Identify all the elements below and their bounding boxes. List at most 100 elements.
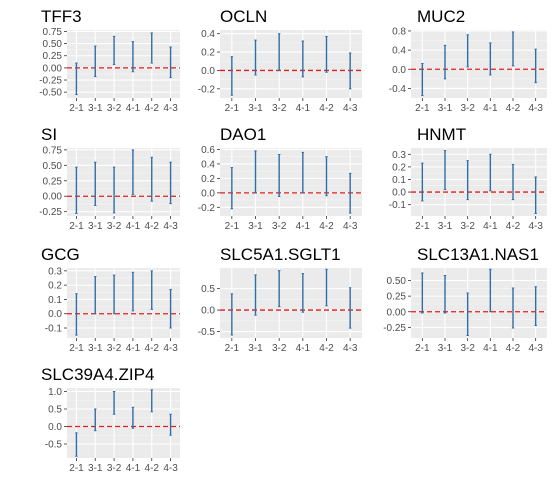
y-tick-label: 0.4 [201, 159, 215, 170]
x-tick-label: 2-1 [415, 103, 430, 114]
y-tick-label: 0.4 [392, 46, 406, 57]
y-tick-label: -0.50 [39, 88, 62, 99]
x-tick-label: 2-1 [225, 343, 240, 354]
panel-background [67, 268, 180, 338]
panel-background [220, 30, 362, 98]
x-tick-label: 3-1 [438, 103, 453, 114]
facet-panel-slc39a4-zip4: SLC39A4.ZIP4 -0.5 0.0 0.5 1.0 2-1 3-1 3-2 4-1 4-2… [41, 365, 180, 474]
x-tick-label: 4-2 [319, 343, 334, 354]
x-tick-label: 4-2 [319, 221, 334, 232]
facet-panel-ocln: OCLN -0.2 0.0 0.2 0.4 2-1 3-1 3-2 4-1 4-2 4-3 [198, 7, 362, 114]
x-tick-label: 2-1 [415, 221, 430, 232]
facet-panel-slc13a1-nas1: SLC13A1.NAS1 -0.25 0.00 0.25 0.50 2-1 3-1 3-2 4-… [383, 245, 547, 354]
x-tick-label: 4-3 [163, 343, 178, 354]
x-tick-label: 4-2 [506, 343, 521, 354]
y-tick-label: 0.00 [43, 63, 63, 74]
x-tick-label: 4-3 [343, 103, 358, 114]
y-tick-label: 0.5 [48, 405, 62, 416]
x-tick-label: 4-1 [126, 103, 141, 114]
panel-background [220, 268, 362, 338]
x-tick-label: 4-2 [145, 103, 160, 114]
x-tick-label: 4-1 [296, 103, 311, 114]
x-tick-label: 4-2 [145, 343, 160, 354]
x-tick-label: 3-1 [88, 221, 103, 232]
x-tick-label: 4-3 [528, 103, 543, 114]
y-tick-label: 0.5 [201, 284, 215, 295]
x-tick-label: 3-2 [460, 221, 475, 232]
x-tick-label: 4-3 [343, 221, 358, 232]
facet-panel-slc5a1-sglt1: SLC5A1.SGLT1 -0.5 0.0 0.5 2-1 3-1 3-2 4-1 4-2 4-3 [198, 245, 362, 354]
y-tick-label: 0.50 [43, 161, 63, 172]
x-tick-label: 3-2 [107, 103, 122, 114]
x-tick-label: 2-1 [69, 343, 84, 354]
x-tick-label: 4-3 [528, 221, 543, 232]
panel-title: MUC2 [417, 7, 465, 26]
y-tick-label: 0.2 [201, 174, 215, 185]
x-tick-label: 3-2 [460, 343, 475, 354]
x-tick-label: 3-2 [272, 103, 287, 114]
x-tick-label: 3-1 [438, 221, 453, 232]
facet-panel-dao1: DAO1 -0.2 0.0 0.2 0.4 0.6 2-1 3-1 3-2 4-1 4-2 4-3 [198, 125, 362, 232]
x-tick-label: 3-1 [88, 343, 103, 354]
y-tick-label: -0.4 [389, 84, 407, 95]
y-tick-label: 0.0 [201, 66, 215, 77]
x-tick-label: 4-1 [296, 343, 311, 354]
x-tick-label: 3-1 [438, 343, 453, 354]
x-tick-label: 2-1 [225, 103, 240, 114]
y-tick-label: -0.5 [198, 327, 216, 338]
facet-panel-si: SI -0.25 0.00 0.25 0.50 0.75 2-1 3-1 3-2 4-1 4-2 4-… [39, 125, 180, 232]
x-tick-label: 4-1 [483, 221, 498, 232]
panel-background [411, 148, 547, 216]
x-tick-label: 4-2 [506, 103, 521, 114]
y-tick-label: -0.25 [39, 207, 62, 218]
x-tick-label: 4-3 [163, 103, 178, 114]
panel-title: TFF3 [41, 7, 82, 26]
y-tick-label: 0.2 [201, 48, 215, 59]
x-tick-label: 3-1 [248, 221, 263, 232]
x-tick-label: 4-1 [126, 343, 141, 354]
x-tick-label: 4-2 [506, 221, 521, 232]
y-tick-label: 0.4 [201, 29, 215, 40]
x-tick-label: 4-1 [126, 221, 141, 232]
panel-background [411, 30, 547, 98]
y-tick-label: -0.25 [383, 323, 406, 334]
y-tick-label: 0.25 [43, 51, 63, 62]
x-tick-label: 3-1 [88, 463, 103, 474]
y-tick-label: 0.25 [387, 292, 407, 303]
panel-title: OCLN [220, 7, 267, 26]
y-tick-label: 0.0 [201, 188, 215, 199]
x-tick-label: 3-1 [88, 103, 103, 114]
x-tick-label: 4-1 [296, 221, 311, 232]
x-tick-label: 4-3 [528, 343, 543, 354]
panel-title: GCG [41, 245, 80, 264]
x-tick-label: 3-2 [107, 463, 122, 474]
panel-title: SI [41, 125, 57, 144]
x-tick-label: 4-1 [483, 103, 498, 114]
x-tick-label: 3-2 [107, 221, 122, 232]
x-tick-label: 3-1 [248, 103, 263, 114]
x-tick-label: 2-1 [415, 343, 430, 354]
y-tick-label: 0.75 [43, 27, 63, 38]
panel-background [67, 30, 180, 98]
y-tick-label: -0.25 [39, 76, 62, 87]
y-tick-label: 0.0 [48, 422, 62, 433]
x-tick-label: 3-2 [460, 103, 475, 114]
panel-title: HNMT [417, 125, 466, 144]
y-tick-label: 0.0 [392, 188, 406, 199]
y-tick-label: -0.2 [198, 203, 216, 214]
y-tick-label: 0.3 [392, 150, 406, 161]
panel-title: DAO1 [220, 125, 266, 144]
x-tick-label: 2-1 [69, 103, 84, 114]
facet-panel-gcg: GCG -0.1 0.0 0.1 0.2 0.3 2-1 3-1 3-2 4-1 4-2 4-3 [41, 245, 180, 354]
x-tick-label: 2-1 [225, 221, 240, 232]
panel-title: SLC5A1.SGLT1 [220, 245, 341, 264]
x-tick-label: 4-3 [163, 463, 178, 474]
y-tick-label: 0.00 [387, 307, 407, 318]
x-tick-label: 4-2 [145, 221, 160, 232]
y-tick-label: 0.0 [48, 309, 62, 320]
x-tick-label: 4-2 [145, 463, 160, 474]
x-tick-label: 4-1 [483, 343, 498, 354]
facet-panel-hnmt: HNMT -0.10.0 0.1 0.20.3 2-1 3-1 3-2 4-1 4-2 4-3 [389, 125, 547, 232]
y-tick-label: 0.25 [43, 176, 63, 187]
x-tick-label: 4-3 [163, 221, 178, 232]
